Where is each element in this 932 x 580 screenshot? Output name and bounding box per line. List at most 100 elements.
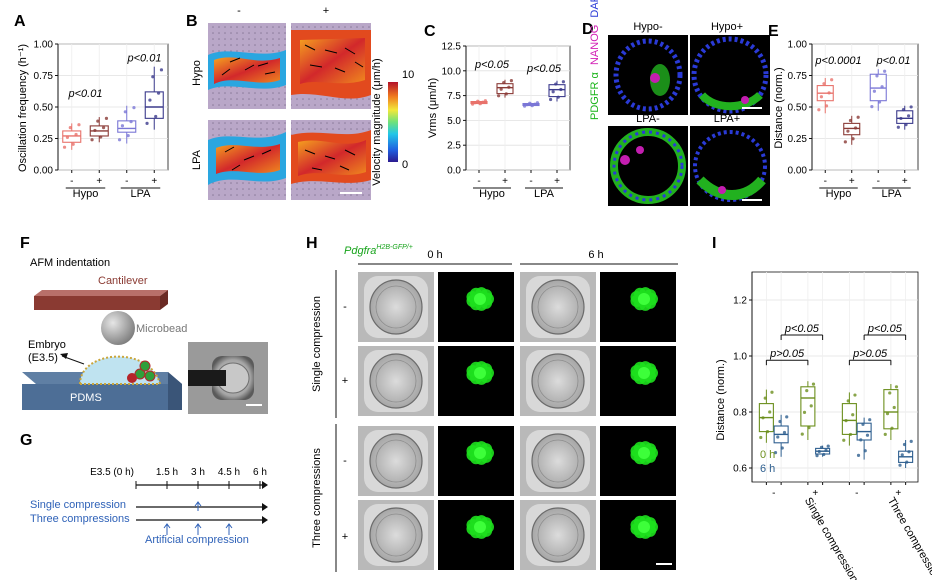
data-point [561,80,566,84]
d-side-nanog: NANOG [589,25,601,65]
data-point [90,138,94,142]
d-col-lpa-plus: LPA+ [714,113,740,125]
h-reporter-sup: H2B-GFP/+ [376,244,412,251]
data-point [809,404,813,408]
data-point [863,449,867,453]
data-point [802,410,807,414]
data-point [800,432,804,436]
data-point [530,104,534,108]
panel-letter-a: A [14,13,26,30]
c-x-mark: - [477,176,480,187]
i-group-three: Three compressions [885,496,932,580]
timeline-ticks: E3.5 (0 h) 1.5 h 3 h 4.5 h 6 h [90,467,267,489]
data-point [156,91,161,95]
h-images [358,272,676,570]
y-tick-label: 7.5 [447,91,461,102]
panel-letter-d: D [582,21,594,38]
data-point [885,412,890,416]
y-tick-label: 0.8 [733,408,747,419]
data-point [528,101,532,105]
panel-letter-e: E [768,23,779,40]
embryo-inner [375,513,417,557]
i-ylabel: Distance (norm.) [715,359,727,440]
e-group-lpa: LPA [882,188,903,200]
data-point [807,426,811,430]
image-lpa-minus [608,126,688,206]
cantilever-shape [34,296,160,310]
panel-b-flow-fields: - + Hypo LPA 10 [191,5,414,200]
arrow-single-head [194,501,202,507]
h-time-0h: 0 h [427,249,442,261]
embryo-brightfield [369,507,423,563]
box-iqr [117,120,137,133]
arrow-three-1-head [163,523,171,529]
f-cantilever-label: Cantilever [98,275,148,287]
h-row-sign-3: - [343,455,347,467]
data-point [525,103,529,107]
i-x-mark: - [772,488,775,499]
data-point [901,107,906,112]
data-point [830,78,834,82]
timepoint-label: 4.5 h [218,467,240,478]
y-tick-label: 12.5 [442,42,462,53]
data-point [71,142,75,146]
d-col-hypo-minus: Hypo- [633,21,663,33]
e-x-mark: + [849,176,855,187]
data-point [523,104,527,108]
data-point [782,430,787,435]
data-point [842,438,846,442]
data-point [826,444,830,448]
data-point [765,430,770,434]
f-microbead-label: Microbead [136,323,187,335]
data-point [509,79,513,83]
data-point [554,82,558,86]
panel-d-immunostaining: Hypo- Hypo+ LPA- LPA+ PDGFR α NANOG DAPI [589,0,770,206]
data-point [805,389,809,393]
data-point [868,418,872,422]
box-iqr [144,91,164,119]
data-point [846,399,850,403]
box-iqr [841,403,857,435]
box-iqr [548,84,566,98]
colorbar-max: 10 [402,69,414,81]
panel-a-boxplot: 0.00 0.25 0.50 0.75 1.00 Oscillation frequenc… [17,40,169,200]
data-point [817,108,821,112]
d-side-label: PDGFR α NANOG DAPI [589,0,601,120]
data-point [476,99,480,103]
pdms-substrate [22,384,168,410]
e-ylabel: Distance (norm.) [773,67,785,148]
data-point [853,126,858,130]
data-point [123,110,127,114]
y-tick-label: 0.00 [34,166,54,177]
colorbar [388,82,398,162]
data-point [904,123,908,127]
data-point [776,435,780,439]
data-point [101,126,106,130]
g-artificial-label: Artificial compression [145,534,249,546]
data-point [896,125,900,129]
data-point [872,89,877,93]
microbead-shape [101,311,135,345]
gfp-nucleus [474,447,486,459]
data-point [499,87,503,91]
embryo-brightfield [369,353,423,409]
data-point [74,132,78,137]
h-row-sign-2: + [342,375,348,387]
data-point [909,105,913,109]
data-point [817,449,821,454]
arrow-three-2-head [194,523,202,529]
y-tick-label: 0.25 [34,134,54,145]
a-ylabel: Oscillation frequency (h⁻¹) [17,44,29,172]
data-point [902,442,907,447]
y-tick-label: 1.2 [733,296,747,307]
f-embryo-stage: (E3.5) [28,352,58,364]
data-point [875,74,879,78]
data-point [899,116,903,121]
embryo-brightfield [531,279,585,335]
e-x-mark: + [902,176,908,187]
d-col-lpa-minus: LPA- [636,113,660,125]
data-point [851,413,855,417]
a-x-mark: - [125,176,128,187]
data-point [877,100,882,104]
